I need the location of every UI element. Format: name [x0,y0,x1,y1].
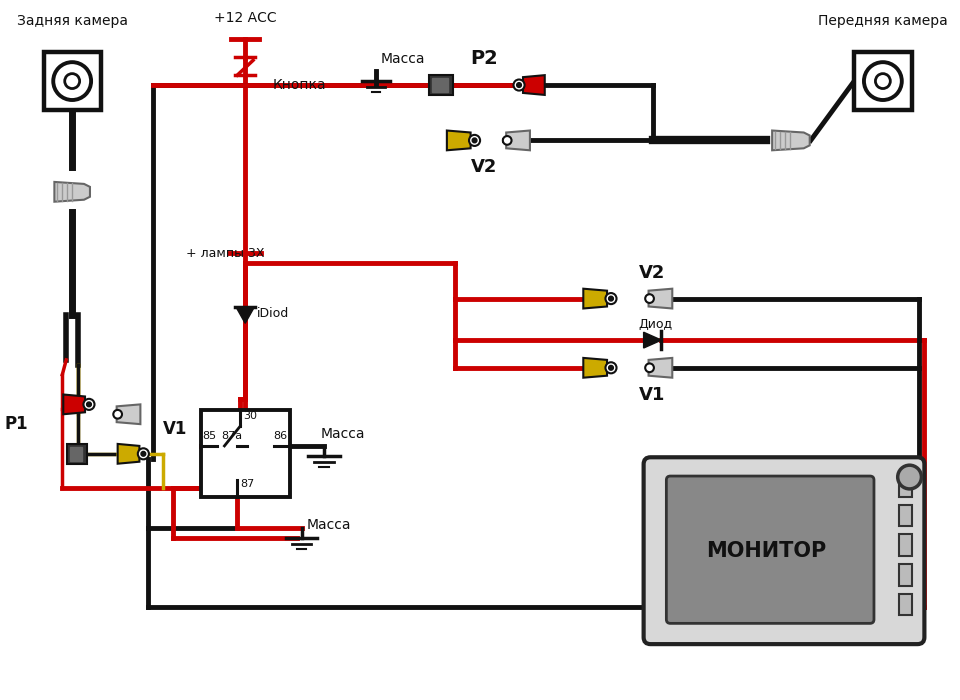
Bar [429,75,453,95]
Polygon shape [584,358,607,378]
Text: P2: P2 [470,49,498,68]
Circle shape [472,138,477,143]
Text: iDiod: iDiod [257,307,289,320]
Polygon shape [649,288,672,309]
Circle shape [84,399,94,410]
Text: Диод: Диод [638,318,673,331]
Text: Задняя камера: Задняя камера [16,14,128,28]
Bar [43,52,101,110]
Text: Передняя камера: Передняя камера [818,14,948,28]
Polygon shape [55,182,90,202]
Polygon shape [772,130,809,150]
Circle shape [609,296,613,301]
Text: Масса: Масса [321,427,365,441]
Text: P1: P1 [4,415,28,433]
Text: V1: V1 [639,386,665,405]
Bar [899,594,912,615]
Circle shape [606,363,616,373]
Bar [432,78,448,92]
Polygon shape [506,130,530,150]
Circle shape [516,83,521,88]
FancyBboxPatch shape [666,476,874,624]
Bar [854,52,912,110]
Bar [899,505,912,526]
Circle shape [141,452,146,456]
Polygon shape [649,358,672,378]
Polygon shape [236,307,254,323]
Circle shape [876,74,890,88]
Bar [899,564,912,586]
Circle shape [898,466,922,489]
Circle shape [514,80,524,90]
Bar [201,410,290,497]
Circle shape [645,294,654,303]
Circle shape [606,293,616,304]
Text: Масса: Масса [380,52,425,66]
Polygon shape [63,395,85,414]
Text: V2: V2 [639,264,665,282]
Text: + лампы 3Х: + лампы 3Х [186,246,264,260]
Polygon shape [523,75,544,95]
Polygon shape [584,288,607,309]
Circle shape [503,136,512,145]
Circle shape [645,363,654,372]
Bar [67,444,87,463]
Text: 87a: 87a [222,431,243,441]
Text: Кнопка: Кнопка [273,78,326,92]
Polygon shape [446,130,470,150]
Circle shape [469,135,480,146]
Polygon shape [118,444,139,463]
Text: V1: V1 [163,420,187,438]
Circle shape [138,448,149,459]
Text: 85: 85 [203,431,217,441]
Circle shape [609,365,613,370]
Text: V2: V2 [471,158,497,176]
Text: 87: 87 [240,480,254,489]
FancyBboxPatch shape [643,457,924,644]
Circle shape [53,62,91,100]
Bar [899,475,912,497]
Circle shape [864,62,901,100]
Text: МОНИТОР: МОНИТОР [707,540,827,561]
Text: Масса: Масса [306,518,351,532]
Bar [70,447,82,461]
Polygon shape [117,405,140,424]
Text: 86: 86 [273,431,287,441]
Polygon shape [643,332,661,348]
Text: 30: 30 [243,411,257,421]
Circle shape [64,74,80,88]
Circle shape [86,402,91,407]
Bar [899,534,912,556]
Text: +12 АСС: +12 АСС [214,10,276,25]
Circle shape [113,410,122,419]
